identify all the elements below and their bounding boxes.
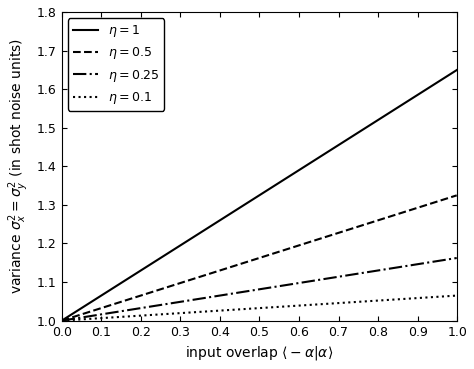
$\eta = 0.5$ <box>370 220 375 224</box>
X-axis label: input overlap $\langle -\alpha|\alpha\rangle$: input overlap $\langle -\alpha|\alpha\ra… <box>185 344 334 362</box>
$\eta = 0.1$ <box>79 317 85 321</box>
$\eta = 0.25$ <box>454 256 460 260</box>
$\eta = 0.1$ <box>251 306 256 311</box>
$\eta = 0.25$ <box>442 258 448 262</box>
$\eta = 1$ <box>370 121 375 125</box>
Legend: $\eta = 1$, $\eta = 0.5$, $\eta = 0.25$, $\eta = 0.1$: $\eta = 1$, $\eta = 0.5$, $\eta = 0.25$,… <box>68 18 164 111</box>
$\eta = 0.1$ <box>370 299 375 303</box>
$\eta = 1$ <box>59 318 64 323</box>
Line: $\eta = 1$: $\eta = 1$ <box>62 70 457 321</box>
Line: $\eta = 0.1$: $\eta = 0.1$ <box>62 296 457 321</box>
$\eta = 1$ <box>251 197 256 201</box>
$\eta = 0.5$ <box>79 312 85 317</box>
Line: $\eta = 0.5$: $\eta = 0.5$ <box>62 195 457 321</box>
$\eta = 0.5$ <box>251 258 256 262</box>
$\eta = 1$ <box>240 203 246 208</box>
$\eta = 0.1$ <box>442 294 448 299</box>
$\eta = 0.25$ <box>370 269 375 273</box>
$\eta = 1$ <box>79 306 85 310</box>
Line: $\eta = 0.25$: $\eta = 0.25$ <box>62 258 457 321</box>
$\eta = 0.25$ <box>79 315 85 320</box>
$\eta = 0.25$ <box>251 288 256 292</box>
$\eta = 0.1$ <box>442 294 448 299</box>
$\eta = 0.5$ <box>442 197 448 201</box>
$\eta = 0.5$ <box>240 261 246 265</box>
$\eta = 1$ <box>442 75 448 80</box>
$\eta = 0.5$ <box>454 193 460 197</box>
$\eta = 0.1$ <box>59 318 64 323</box>
$\eta = 0.5$ <box>59 318 64 323</box>
$\eta = 1$ <box>454 68 460 72</box>
$\eta = 0.25$ <box>59 318 64 323</box>
Y-axis label: variance $\sigma_x^2 = \sigma_y^2$ (in shot noise units): variance $\sigma_x^2 = \sigma_y^2$ (in s… <box>7 38 31 294</box>
$\eta = 0.25$ <box>442 258 448 262</box>
$\eta = 0.5$ <box>442 197 448 201</box>
$\eta = 0.1$ <box>454 293 460 298</box>
$\eta = 0.25$ <box>240 290 246 294</box>
$\eta = 0.1$ <box>240 307 246 311</box>
$\eta = 1$ <box>442 75 448 80</box>
